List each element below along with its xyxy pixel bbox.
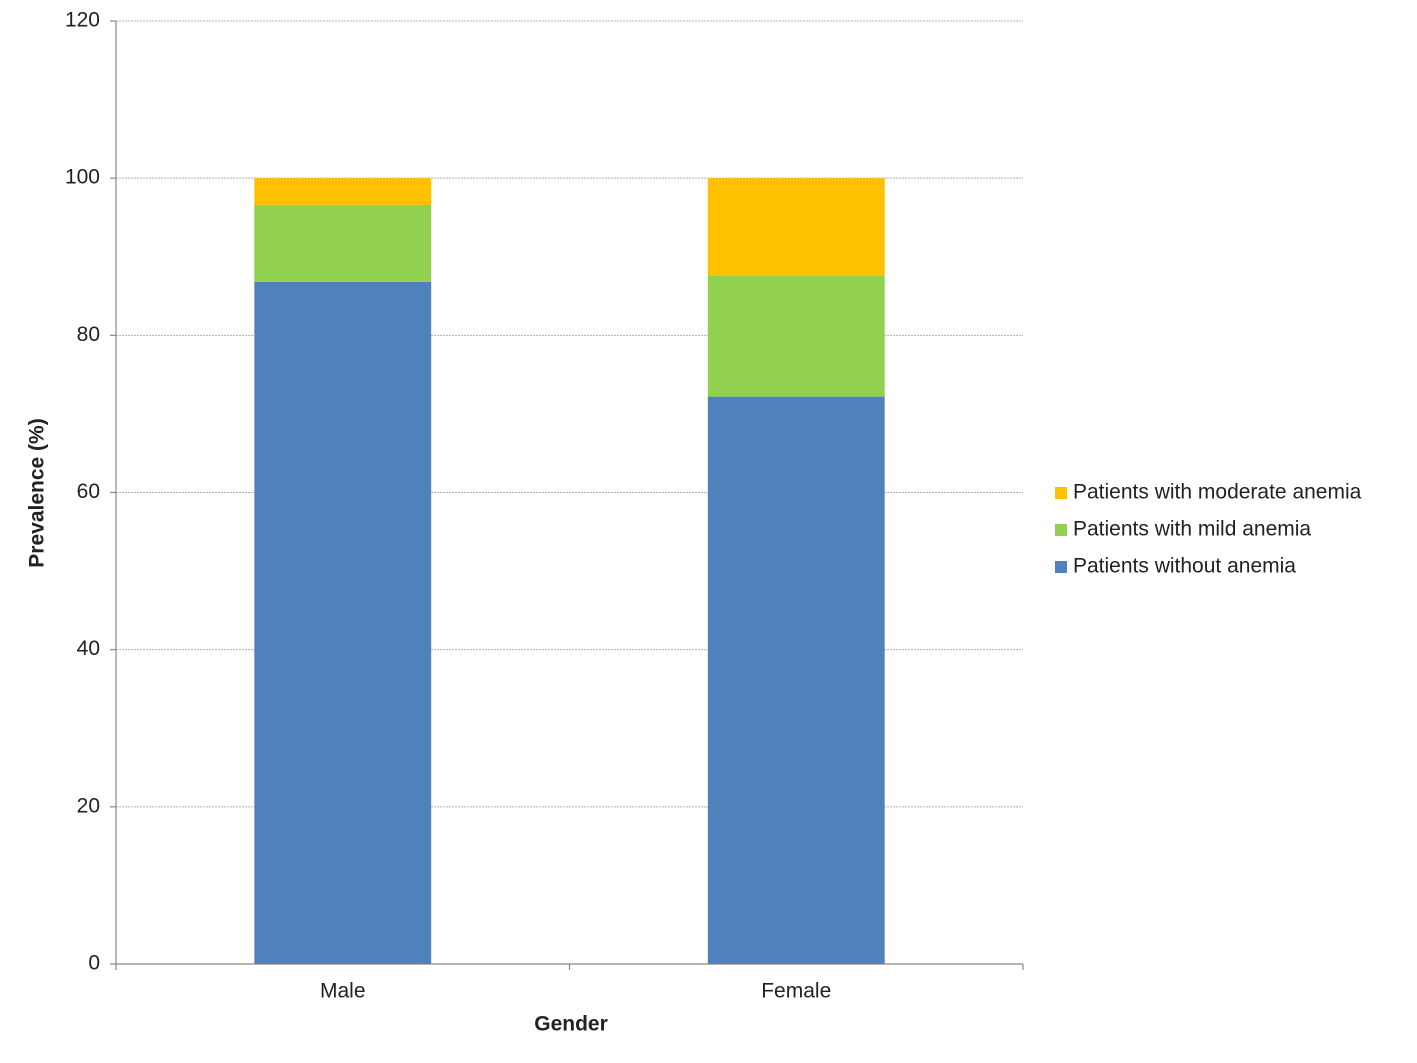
- bar-segment: [707, 178, 885, 276]
- x-tick-label: Female: [761, 980, 831, 1003]
- y-axis-label: Prevalence (%): [26, 418, 49, 567]
- y-tick-label: 120: [65, 9, 100, 32]
- legend-label: Patients without anemia: [1073, 555, 1296, 578]
- legend-swatch: [1055, 561, 1067, 573]
- y-tick-label: 100: [65, 166, 100, 189]
- legend-swatch: [1055, 524, 1067, 536]
- legend-label: Patients with moderate anemia: [1073, 481, 1362, 504]
- y-tick-label: 20: [77, 794, 100, 817]
- bar-segment: [254, 178, 432, 205]
- y-tick-label: 40: [77, 637, 100, 660]
- x-axis-label: Gender: [534, 1013, 608, 1036]
- bar-segment: [254, 281, 432, 964]
- legend-swatch: [1055, 487, 1067, 499]
- bar-segment: [707, 396, 885, 965]
- bar-segment: [707, 275, 885, 397]
- legend-label: Patients with mild anemia: [1073, 518, 1311, 541]
- bar-segment: [254, 204, 432, 282]
- y-tick-label: 0: [88, 952, 100, 975]
- x-tick-label: Male: [320, 980, 366, 1003]
- y-tick-label: 80: [77, 323, 100, 346]
- y-tick-label: 60: [77, 480, 100, 503]
